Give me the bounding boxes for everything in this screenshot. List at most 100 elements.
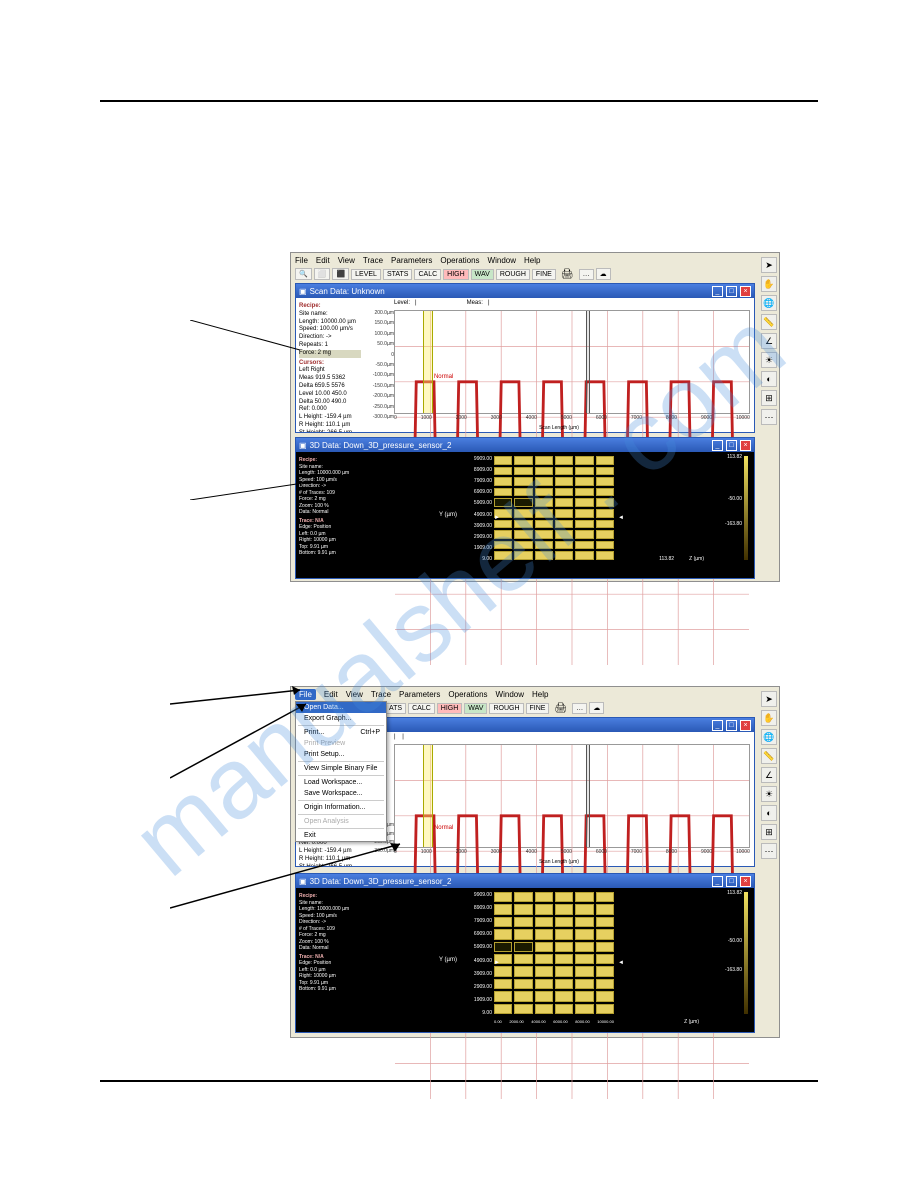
pointer-icon[interactable]: ➤ (761, 691, 777, 707)
close-btn[interactable]: × (740, 440, 751, 451)
menu-help[interactable]: Help (524, 256, 540, 265)
file-dropdown[interactable]: Open Data...Export Graph... Print...Ctrl+… (295, 701, 387, 842)
3d-titlebar[interactable]: ▣ 3D Data: Down_3D_pressure_sensor_2 _ □… (296, 438, 754, 452)
stats-btn[interactable]: STATS (383, 269, 413, 280)
high-btn[interactable]: HIGH (437, 703, 463, 714)
angle-icon[interactable]: ∠ (761, 767, 777, 783)
more-icon[interactable]: ⋯ (761, 409, 777, 425)
rough-btn[interactable]: ROUGH (496, 269, 530, 280)
tool-btn[interactable]: ⬜ (314, 268, 331, 280)
wav-btn[interactable]: WAV (464, 703, 487, 714)
menu-item[interactable]: Export Graph... (296, 713, 386, 724)
tool-btn2[interactable]: ⬛ (332, 268, 349, 280)
close-btn[interactable]: × (740, 286, 751, 297)
contrast-icon[interactable]: ◐ (761, 805, 777, 821)
z-label: Z (µm) (684, 1019, 699, 1025)
menu-parameters[interactable]: Parameters (391, 256, 432, 265)
high-btn[interactable]: HIGH (443, 269, 469, 280)
sun-icon[interactable]: ☀ (761, 786, 777, 802)
side-toolbar[interactable]: ➤ ✋ 🌐 📏 ∠ ☀ ◐ ⊞ ⋯ (759, 687, 779, 1037)
maximize-btn[interactable]: □ (726, 286, 737, 297)
menubar[interactable]: File Edit View Trace Parameters Operatio… (291, 687, 779, 701)
3d-view[interactable]: Y (µm) 9909.008909.00 7909.006909.00 590… (364, 452, 754, 578)
wav-btn[interactable]: WAV (471, 269, 494, 280)
menu-trace[interactable]: Trace (371, 690, 391, 699)
sun-icon[interactable]: ☀ (761, 352, 777, 368)
menu-operations[interactable]: Operations (448, 690, 487, 699)
menu-item[interactable]: Origin Information... (296, 802, 386, 813)
menu-item[interactable]: Load Workspace... (296, 777, 386, 788)
close-btn[interactable]: × (740, 720, 751, 731)
menu-view[interactable]: View (346, 690, 363, 699)
menu-item[interactable]: Save Workspace... (296, 788, 386, 799)
extra-btn[interactable]: … (579, 269, 594, 280)
calc-btn[interactable]: CALC (414, 269, 441, 280)
menu-window[interactable]: Window (496, 690, 524, 699)
print-icon[interactable]: 🖨 (551, 703, 570, 714)
level-btn[interactable]: LEVEL (351, 269, 381, 280)
calc-btn[interactable]: CALC (408, 703, 435, 714)
cursor-left[interactable] (423, 311, 433, 413)
menu-window[interactable]: Window (488, 256, 516, 265)
cursor-right[interactable] (586, 745, 590, 847)
grid-icon[interactable]: ⊞ (761, 390, 777, 406)
rough-btn[interactable]: ROUGH (489, 703, 523, 714)
toolbar[interactable]: 🔍 ⬜ ⬛ LEVEL STATS CALC HIGH WAV ROUGH FI… (291, 267, 759, 281)
menu-parameters[interactable]: Parameters (399, 690, 440, 699)
side-toolbar[interactable]: ➤ ✋ 🌐 📏 ∠ ☀ ◐ ⊞ ⋯ (759, 253, 779, 581)
menu-view[interactable]: View (338, 256, 355, 265)
minimize-btn[interactable]: _ (712, 440, 723, 451)
minimize-btn[interactable]: _ (712, 876, 723, 887)
chart-plot-area[interactable]: Normal (394, 310, 750, 414)
fine-btn[interactable]: FINE (526, 703, 550, 714)
menubar[interactable]: File Edit View Trace Parameters Operatio… (291, 253, 779, 267)
ruler-icon[interactable]: 📏 (761, 314, 777, 330)
cursor-right[interactable] (586, 311, 590, 413)
3d-view[interactable]: Y (µm) 9909.008909.00 7909.006909.00 590… (364, 888, 754, 1032)
menu-item[interactable]: Print Setup... (296, 749, 386, 760)
hand-icon[interactable]: ✋ (761, 710, 777, 726)
angle-icon[interactable]: ∠ (761, 333, 777, 349)
globe-icon[interactable]: 🌐 (761, 729, 777, 745)
menu-file[interactable]: File (295, 256, 308, 265)
minimize-btn[interactable]: _ (712, 286, 723, 297)
menu-edit[interactable]: Edit (316, 256, 330, 265)
menu-operations[interactable]: Operations (440, 256, 479, 265)
scan-chart[interactable]: | | -150.0µm -200.0µm -250.0µm -300.0µm (364, 732, 754, 866)
cursor-left[interactable] (423, 745, 433, 847)
hand-icon[interactable]: ✋ (761, 276, 777, 292)
stats-btn[interactable]: ATS (385, 703, 406, 714)
normal-label: Normal (434, 825, 453, 831)
menu-trace[interactable]: Trace (363, 256, 383, 265)
menu-item[interactable]: View Simple Binary File (296, 763, 386, 774)
cloud-icon[interactable]: ☁ (589, 702, 604, 714)
maximize-btn[interactable]: □ (726, 720, 737, 731)
scan-chart[interactable]: Level: | Meas: | 200.0µm 150.0µm 100.0µm… (364, 298, 754, 432)
maximize-btn[interactable]: □ (726, 440, 737, 451)
more-icon[interactable]: ⋯ (761, 843, 777, 859)
print-icon[interactable]: 🖨 (558, 269, 577, 280)
menu-help[interactable]: Help (532, 690, 548, 699)
fine-btn[interactable]: FINE (532, 269, 556, 280)
toolbar[interactable]: ATS CALC HIGH WAV ROUGH FINE 🖨 … ☁ (381, 701, 759, 715)
minimize-btn[interactable]: _ (712, 720, 723, 731)
chart-plot-area[interactable]: Normal (394, 744, 750, 848)
cloud-icon[interactable]: ☁ (596, 268, 611, 280)
3d-titlebar[interactable]: ▣ 3D Data: Down_3D_pressure_sensor_2 _ □… (296, 874, 754, 888)
scan-titlebar[interactable]: ▣ Scan Data: Unknown _ □ × (296, 284, 754, 298)
zoom-icon[interactable]: 🔍 (295, 268, 312, 280)
extra-btn[interactable]: … (572, 703, 587, 714)
menu-item[interactable]: Exit (296, 830, 386, 841)
globe-icon[interactable]: 🌐 (761, 295, 777, 311)
menu-item[interactable]: Print...Ctrl+P (296, 727, 386, 738)
pointer-icon[interactable]: ➤ (761, 257, 777, 273)
close-btn[interactable]: × (740, 876, 751, 887)
menu-item[interactable]: Open Data... (296, 702, 386, 713)
maximize-btn[interactable]: □ (726, 876, 737, 887)
contrast-icon[interactable]: ◐ (761, 371, 777, 387)
grid-icon[interactable]: ⊞ (761, 824, 777, 840)
menu-edit[interactable]: Edit (324, 690, 338, 699)
lh-value: L Height: -159.4 µm (299, 848, 361, 856)
ruler-icon[interactable]: 📏 (761, 748, 777, 764)
menu-file[interactable]: File (295, 689, 316, 700)
